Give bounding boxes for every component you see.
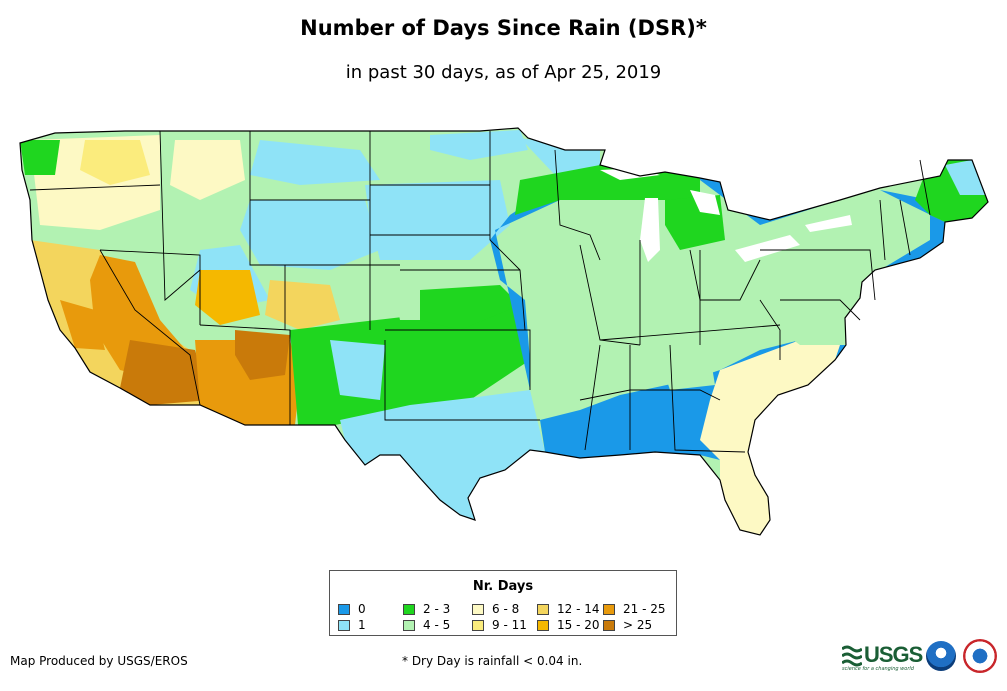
legend-label: 2 - 3 bbox=[423, 602, 451, 616]
legend-item: > 25 bbox=[603, 618, 652, 632]
legend-item: 12 - 14 bbox=[537, 602, 600, 616]
legend-item: 15 - 20 bbox=[537, 618, 600, 632]
legend-item: 21 - 25 bbox=[603, 602, 666, 616]
map-subtitle: in past 30 days, as of Apr 25, 2019 bbox=[345, 62, 662, 83]
legend-label: 15 - 20 bbox=[557, 618, 600, 632]
producer-credit: Map Produced by USGS/EROS bbox=[10, 654, 188, 668]
legend-swatch bbox=[338, 619, 350, 631]
legend-item: 1 bbox=[338, 618, 366, 632]
legend-swatch bbox=[537, 603, 549, 615]
legend-swatch bbox=[603, 619, 615, 631]
usgs-wave-icon bbox=[842, 645, 862, 667]
legend: Nr. Days 0 1 2 - 3 4 - 5 6 - 8 9 - 11 12… bbox=[329, 570, 677, 636]
legend-item: 4 - 5 bbox=[403, 618, 450, 632]
legend-label: 12 - 14 bbox=[557, 602, 600, 616]
legend-item: 9 - 11 bbox=[472, 618, 527, 632]
legend-swatch bbox=[403, 619, 415, 631]
legend-label: 1 bbox=[358, 618, 366, 632]
usgs-logo: USGS bbox=[864, 642, 923, 667]
legend-swatch bbox=[472, 619, 484, 631]
legend-title: Nr. Days bbox=[472, 579, 534, 594]
legend-swatch bbox=[472, 603, 484, 615]
noaa-logo-icon bbox=[926, 641, 956, 671]
usgs-tagline: science for a changing world bbox=[842, 666, 914, 672]
legend-label: 9 - 11 bbox=[492, 618, 527, 632]
legend-item: 2 - 3 bbox=[403, 602, 450, 616]
legend-swatch bbox=[537, 619, 549, 631]
nws-logo-icon bbox=[963, 639, 997, 673]
map-title: Number of Days Since Rain (DSR)* bbox=[300, 16, 707, 40]
legend-item: 6 - 8 bbox=[472, 602, 519, 616]
legend-swatch bbox=[338, 603, 350, 615]
legend-label: 21 - 25 bbox=[623, 602, 666, 616]
legend-item: 0 bbox=[338, 602, 366, 616]
legend-label: 0 bbox=[358, 602, 366, 616]
legend-swatch bbox=[403, 603, 415, 615]
dry-day-footnote: * Dry Day is rainfall < 0.04 in. bbox=[402, 654, 583, 668]
agency-logos: USGS science for a changing world bbox=[842, 637, 1002, 677]
legend-swatch bbox=[603, 603, 615, 615]
legend-label: > 25 bbox=[623, 618, 653, 632]
legend-label: 6 - 8 bbox=[492, 602, 520, 616]
legend-label: 4 - 5 bbox=[423, 618, 451, 632]
